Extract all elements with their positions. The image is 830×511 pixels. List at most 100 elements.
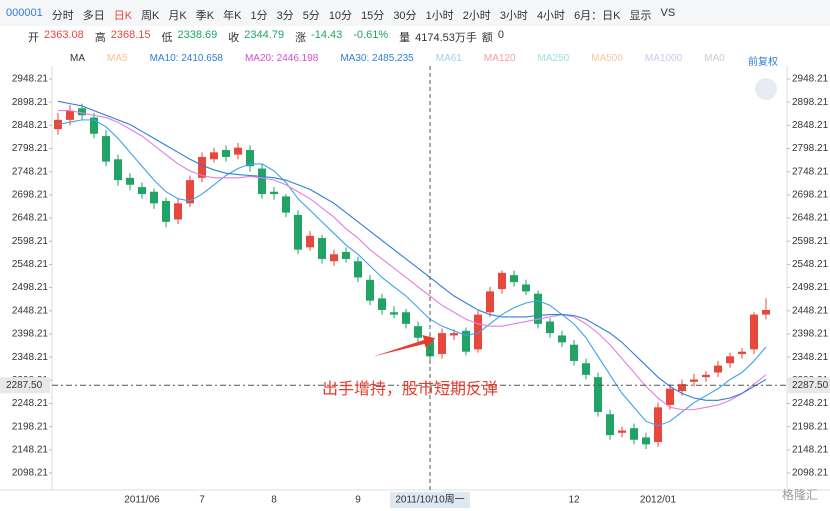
y-tick-label: 2398.21 [12,329,49,340]
candle-body [390,312,398,315]
candle-body [414,326,422,338]
toolbar-item[interactable]: 3分 [276,10,294,22]
candle-body [510,275,518,283]
candle-body [582,363,590,375]
ma-item[interactable]: MA1000 [644,53,683,64]
y-tick-label-right: 2848.21 [792,120,829,131]
crosshair-y-label-right: 2287.50 [792,380,829,391]
candle-body [270,191,278,195]
toolbar-item[interactable]: 2小时 [462,10,491,22]
toolbar-item[interactable]: 分时 [51,10,74,22]
toolbar-item[interactable]: 年K [223,10,242,22]
adjust[interactable]: 前复权 [748,57,778,68]
ma-item[interactable]: MA61 [435,53,462,64]
y-tick-label-right: 2648.21 [792,213,829,224]
toolbar-item[interactable]: 30分 [393,10,417,22]
candle-body [438,333,446,354]
candle-body [330,254,338,262]
toolbar-item[interactable]: 1分 [250,10,268,22]
candle-body [342,251,350,259]
ma-item[interactable]: MA [70,53,85,64]
toolbar-item[interactable]: 6月：日K [574,10,621,22]
y-tick-label-right: 2098.21 [792,468,829,479]
ma-item[interactable]: MA500 [591,53,623,64]
candle-body [174,203,182,220]
y-tick-label-right: 2548.21 [792,259,829,270]
candle-body [486,291,494,313]
candle-body [762,309,770,315]
candle-body [570,344,578,361]
candle-body [198,156,206,178]
y-tick-label-right: 2448.21 [792,305,829,316]
y-tick-label-right: 2248.21 [792,398,829,409]
toolbar: 000001 分时 多日 日K 周K 月K 季K 年K 1分 3分 5分 10分 15分 30分 1小时 2小… [6,7,675,23]
toolbar-item[interactable]: 季K [195,10,215,22]
ma-item[interactable]: MA10: 2410.658 [149,53,223,64]
toolbar-item[interactable]: 1小时 [425,10,454,22]
y-tick-label: 2698.21 [12,190,49,201]
candle-body [594,377,602,412]
candle-body [666,388,674,405]
toolbar-item[interactable]: 月K [168,10,187,22]
y-tick-label: 2548.21 [12,259,49,270]
candle-body [738,351,746,354]
candle-body [186,180,194,204]
y-tick-label-right: 2948.21 [792,74,829,85]
toolbar-item[interactable]: 5分 [302,10,320,22]
candle-body [378,298,386,310]
candle-body [138,187,146,195]
expand-button[interactable] [755,78,777,100]
y-tick-label: 2098.21 [12,468,49,479]
toolbar-item[interactable]: 多日 [82,10,105,22]
toolbar-item[interactable]: 周K [141,10,160,22]
ma-item[interactable]: MA20: 2446.198 [244,53,319,64]
toolbar-bg [0,0,830,26]
ma-item[interactable]: MA120 [483,53,516,64]
candle-body [702,374,710,378]
candle-body [90,117,98,134]
toolbar-item[interactable]: 3小时 [499,10,528,22]
y-tick-label-right: 2398.21 [792,329,829,340]
toolbar-item[interactable]: 4小时 [536,10,566,22]
ma-item[interactable]: MA0 [704,53,725,64]
ma-item[interactable]: MA30: 2485.235 [340,53,414,64]
candle-body [246,150,254,167]
quote-item: 0 [497,29,505,41]
toolbar-item[interactable]: 000001 [6,7,43,19]
ma-item[interactable]: MA5 [107,53,128,64]
ma-line [57,119,767,427]
candle-body [354,261,362,278]
candle-body [114,159,122,181]
quote-item: -0.61% [353,29,389,41]
y-tick-label: 2448.21 [12,305,49,316]
y-tick-label-right: 2498.21 [792,282,829,293]
quote-item: 开 [28,32,39,44]
toolbar-item[interactable]: VS [660,7,676,19]
y-tick-label: 2648.21 [12,213,49,224]
candle-body [318,238,326,259]
candle-body [558,335,566,343]
y-tick-label-right: 2698.21 [792,190,829,201]
toolbar-item[interactable]: 10分 [328,10,353,22]
y-tick-label: 2148.21 [12,444,49,455]
y-tick-label-right: 2598.21 [792,236,829,247]
quote-item: 2344.79 [244,29,285,41]
x-tick-label: 12 [568,495,580,506]
toolbar-item[interactable]: 日K [113,10,133,22]
ma-item[interactable]: MA250 [537,53,570,64]
y-tick-label-right: 2798.21 [792,143,829,154]
candle-body [282,196,290,213]
candle-body [102,136,110,162]
y-tick-label: 2948.21 [12,74,49,85]
candle-body [150,191,158,204]
crosshair-x-box [390,492,470,508]
y-tick-label-right: 2748.21 [792,166,829,177]
annotation-arrow [373,334,436,357]
toolbar-item[interactable]: 显示 [629,10,652,22]
toolbar-item[interactable]: 15分 [361,10,385,22]
quote: 开 2363.08 高 2368.15 低 2338.69 收 2344.79 涨 -14.43-… [28,29,504,45]
ma-legend: MA MA5 MA10: 2410.658 MA20: 2446.198 MA30: 2… [70,53,725,64]
candle-body [690,379,698,382]
